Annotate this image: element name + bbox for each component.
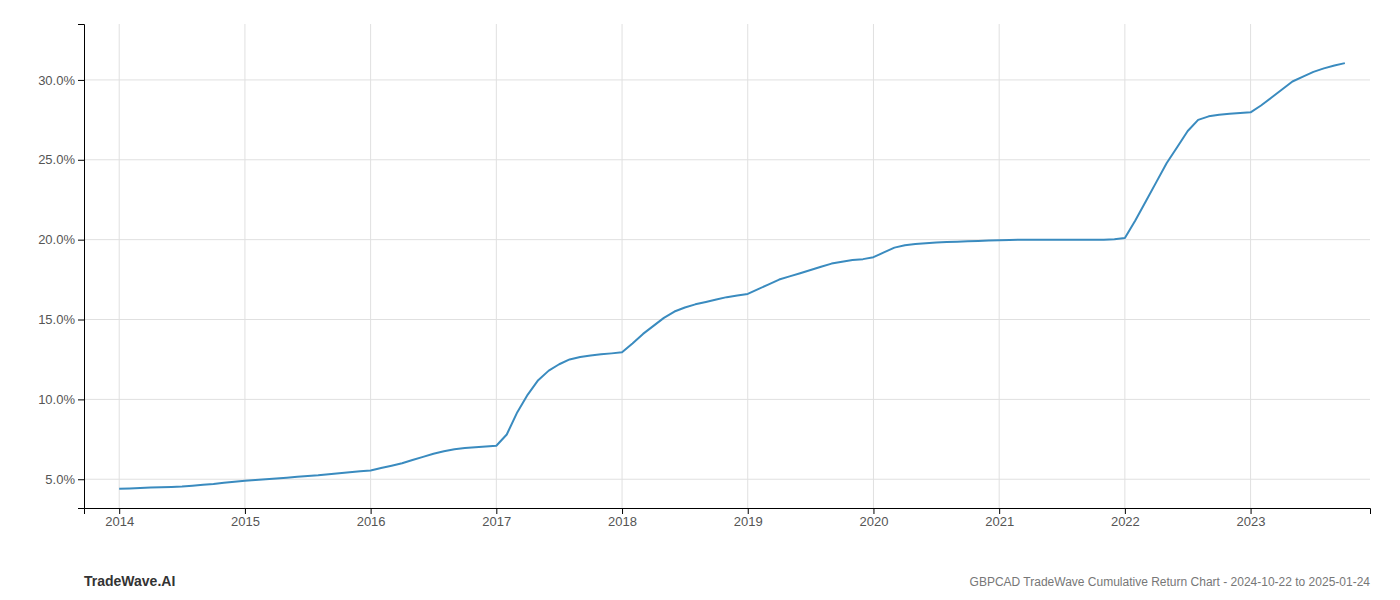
grid-line-x (1250, 24, 1251, 508)
line (119, 63, 1345, 489)
x-tick-mark (873, 508, 874, 514)
x-tick-mark (245, 508, 246, 514)
x-tick: 2023 (1237, 508, 1266, 529)
y-tick-mark (78, 479, 84, 480)
grid-line-x (1124, 24, 1125, 508)
y-tick: 15.0% (38, 312, 84, 327)
x-tick: 2018 (608, 508, 637, 529)
x-tick-label: 2022 (1111, 514, 1140, 529)
x-tick-label: 2017 (482, 514, 511, 529)
x-tick-label: 2021 (985, 514, 1014, 529)
x-tick-label: 2014 (105, 514, 134, 529)
y-axis-line (78, 25, 85, 509)
grid-line-x (370, 24, 371, 508)
x-tick-mark (1251, 508, 1252, 514)
y-tick-mark (78, 399, 84, 400)
grid-line-y (84, 319, 1370, 320)
x-tick: 2017 (482, 508, 511, 529)
x-tick-label: 2023 (1237, 514, 1266, 529)
y-tick-mark (78, 320, 84, 321)
title: GBPCAD TradeWave Cumulative Return Chart… (970, 575, 1371, 589)
grid-line-x (747, 24, 748, 508)
y-axis: 5.0% 10.0% 15.0% 20.0% 25.0% 30.0% (38, 25, 84, 509)
y-tick-label: 5.0% (45, 472, 75, 487)
y-tick-label: 10.0% (38, 392, 75, 407)
chart-svg: 2014 2015 2016 2017 2018 2019 2020 2021 2022 2023… (0, 0, 1400, 600)
x-tick-mark (496, 508, 497, 514)
grid-line-x (622, 24, 623, 508)
y-tick: 10.0% (38, 392, 84, 407)
x-tick: 2021 (985, 508, 1014, 529)
x-tick-mark (371, 508, 372, 514)
x-tick: 2020 (859, 508, 888, 529)
grid-line-y (84, 399, 1370, 400)
x-tick: 2019 (734, 508, 763, 529)
x-tick-label: 2016 (357, 514, 386, 529)
marks (119, 63, 1345, 489)
y-tick-label: 25.0% (38, 152, 75, 167)
x-tick-mark (622, 508, 623, 514)
x-tick-mark (748, 508, 749, 514)
grid-line-x (873, 24, 874, 508)
chart-container: 2014 2015 2016 2017 2018 2019 2020 2021 2022 2023… (0, 0, 1400, 600)
x-tick-label: 2019 (734, 514, 763, 529)
y-tick-mark (78, 240, 84, 241)
y-tick-label: 20.0% (38, 232, 75, 247)
y-tick: 25.0% (38, 152, 84, 167)
x-tick: 2014 (105, 508, 134, 529)
x-tick: 2022 (1111, 508, 1140, 529)
y-tick-mark (78, 80, 84, 81)
x-tick-label: 2020 (859, 514, 888, 529)
grid-line-y (84, 239, 1370, 240)
x-tick-mark (999, 508, 1000, 514)
grid-line-y (84, 79, 1370, 80)
y-tick-mark (78, 160, 84, 161)
x-tick: 2015 (231, 508, 260, 529)
y-tick-label: 15.0% (38, 312, 75, 327)
y-tick: 20.0% (38, 232, 84, 247)
y-tick: 5.0% (45, 472, 84, 487)
x-axis-line (85, 509, 1371, 515)
grid (84, 24, 1370, 508)
grid-line-x (999, 24, 1000, 508)
grid-line-x (119, 24, 120, 508)
x-tick-mark (119, 508, 120, 514)
x-tick-label: 2015 (231, 514, 260, 529)
grid-line-x (244, 24, 245, 508)
x-tick: 2016 (357, 508, 386, 529)
y-tick: 30.0% (38, 73, 84, 88)
y-tick-label: 30.0% (38, 73, 75, 88)
watermark: TradeWave.AI (84, 573, 175, 589)
x-tick-mark (1125, 508, 1126, 514)
grid-line-y (84, 159, 1370, 160)
grid-line-x (496, 24, 497, 508)
x-tick-label: 2018 (608, 514, 637, 529)
x-axis: 2014 2015 2016 2017 2018 2019 2020 2021 2022 2023 (85, 508, 1371, 529)
plot: 2014 2015 2016 2017 2018 2019 2020 2021 2022 2023… (38, 24, 1370, 529)
